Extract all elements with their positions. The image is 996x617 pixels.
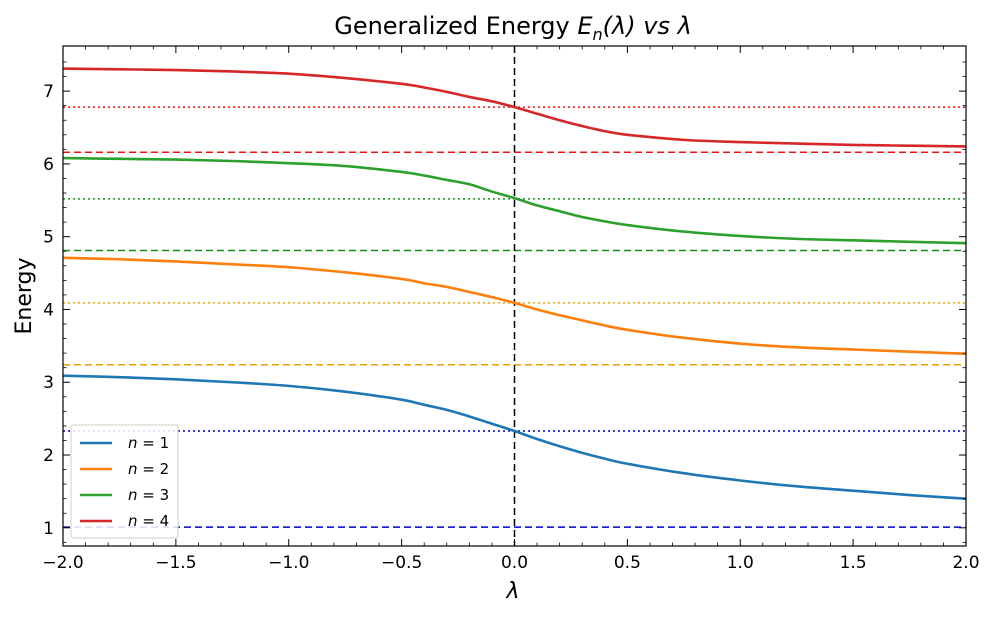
x-tick-label: 0.5 [614,553,641,573]
legend-label-n4: n = 4 [128,512,169,530]
legend-label-n2: n = 2 [128,460,169,478]
legend-label-n1: n = 1 [128,434,169,452]
chart-title-symbol: E [577,12,593,40]
x-tick-label: 0.0 [501,553,528,573]
y-tick-label: 6 [43,155,54,175]
y-tick-label: 7 [43,82,54,102]
y-axis-ticks: 1 2 3 4 5 6 7 [43,61,966,543]
chart-title-argument: (λ) [603,12,636,40]
x-tick-label: 1.0 [727,553,754,573]
y-tick-label: 5 [43,228,54,248]
chart-title-prefix: Generalized Energy [334,12,577,40]
reference-lines [63,46,966,546]
x-tick-label: −0.5 [381,553,422,573]
series-line-n3 [62,156,967,245]
chart-title-suffix: vs λ [636,12,692,40]
series-line-n2 [62,256,967,356]
x-axis-label: λ [505,579,519,604]
x-tick-label: −1.0 [268,553,309,573]
y-axis-label: Energy [12,257,37,334]
legend: n = 1 n = 2 n = 3 n = 4 [70,424,179,539]
legend-box [70,424,179,539]
y-tick-label: 3 [43,373,54,393]
chart-title: Generalized Energy En(λ) vs λ [334,12,692,44]
y-tick-label: 2 [43,446,54,466]
x-tick-label: −1.5 [155,553,196,573]
legend-entries: n = 1 n = 2 n = 3 n = 4 [80,434,169,530]
y-tick-label: 4 [43,300,54,320]
series-lines [62,67,967,500]
legend-label-n3: n = 3 [128,486,169,504]
x-tick-label: 2.0 [952,553,979,573]
x-axis-ticks: −2.0 −1.5 −1.0 −0.5 0.0 0.5 1.0 1.5 2.0 [42,46,980,573]
x-tick-label: −2.0 [42,553,83,573]
series-line-n1 [62,374,967,500]
y-tick-label: 1 [43,519,54,539]
series-line-n4 [62,67,967,148]
x-tick-label: 1.5 [840,553,867,573]
chart-title-subscript: n [593,25,603,44]
